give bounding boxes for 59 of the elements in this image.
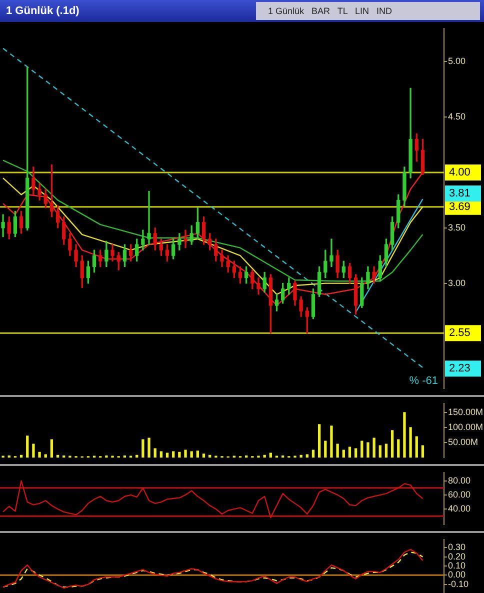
bar xyxy=(409,427,412,458)
y-tick-label: 80.00 xyxy=(448,475,471,486)
y-tick-label: 60.00 xyxy=(448,489,471,500)
y-tick-label: 3.50 xyxy=(448,222,466,232)
bar xyxy=(154,448,156,458)
text: 2.23 xyxy=(449,362,470,375)
bar xyxy=(142,439,144,458)
bar xyxy=(378,445,382,458)
y-tick-label: -0.10 xyxy=(448,578,469,589)
text: 3.81 xyxy=(449,188,470,200)
bar xyxy=(148,438,150,458)
y-tick-label: 150.00M xyxy=(448,406,484,417)
bar xyxy=(160,451,163,458)
bar xyxy=(38,452,41,458)
ref-line-label: 2.55 xyxy=(449,327,470,340)
y-tick-label: 40.00 xyxy=(448,504,471,514)
bar xyxy=(105,455,108,458)
bar xyxy=(403,412,406,458)
y-tick-label: 0.20 xyxy=(448,551,466,562)
bar xyxy=(178,452,181,458)
bar xyxy=(384,444,388,458)
bar xyxy=(184,450,187,458)
bar xyxy=(330,426,333,458)
bar xyxy=(32,444,35,458)
y-tick-label: 0.30 xyxy=(448,542,466,552)
bar xyxy=(421,445,424,458)
bar xyxy=(26,436,29,458)
annotation: % -61 xyxy=(409,375,438,388)
bar xyxy=(324,440,327,458)
bar xyxy=(360,440,364,458)
bar xyxy=(263,454,266,458)
bar xyxy=(300,454,302,458)
bar xyxy=(50,439,54,458)
ref-line-label: 4.00 xyxy=(449,166,470,179)
bar xyxy=(390,430,394,458)
y-tick-label: 4.50 xyxy=(448,112,466,122)
y-tick-label: 50.00M xyxy=(448,437,478,448)
y-tick-label: 0.00 xyxy=(448,570,466,580)
bar xyxy=(397,439,400,458)
bar xyxy=(354,448,358,458)
bar xyxy=(196,450,199,458)
bar xyxy=(190,451,193,458)
bar xyxy=(342,450,345,458)
chart-title: 1 Günlük (.1d) xyxy=(5,5,80,17)
bar xyxy=(372,438,376,458)
bar xyxy=(318,424,321,458)
y-tick-label: 5.00 xyxy=(448,56,466,66)
bar xyxy=(415,436,418,458)
bar xyxy=(366,442,370,458)
bar xyxy=(172,451,175,458)
bar xyxy=(312,450,315,458)
chart-subtitle: 1 Günlük BAR TL LIN IND xyxy=(256,2,480,20)
bar xyxy=(336,444,339,458)
bar xyxy=(202,454,206,458)
y-tick-label: 100.00M xyxy=(448,422,484,432)
y-tick-label: 3.00 xyxy=(448,278,466,288)
bar xyxy=(348,446,352,458)
y-tick-label: 0.10 xyxy=(448,560,466,570)
ref-line-label: 3.69 xyxy=(449,200,470,213)
